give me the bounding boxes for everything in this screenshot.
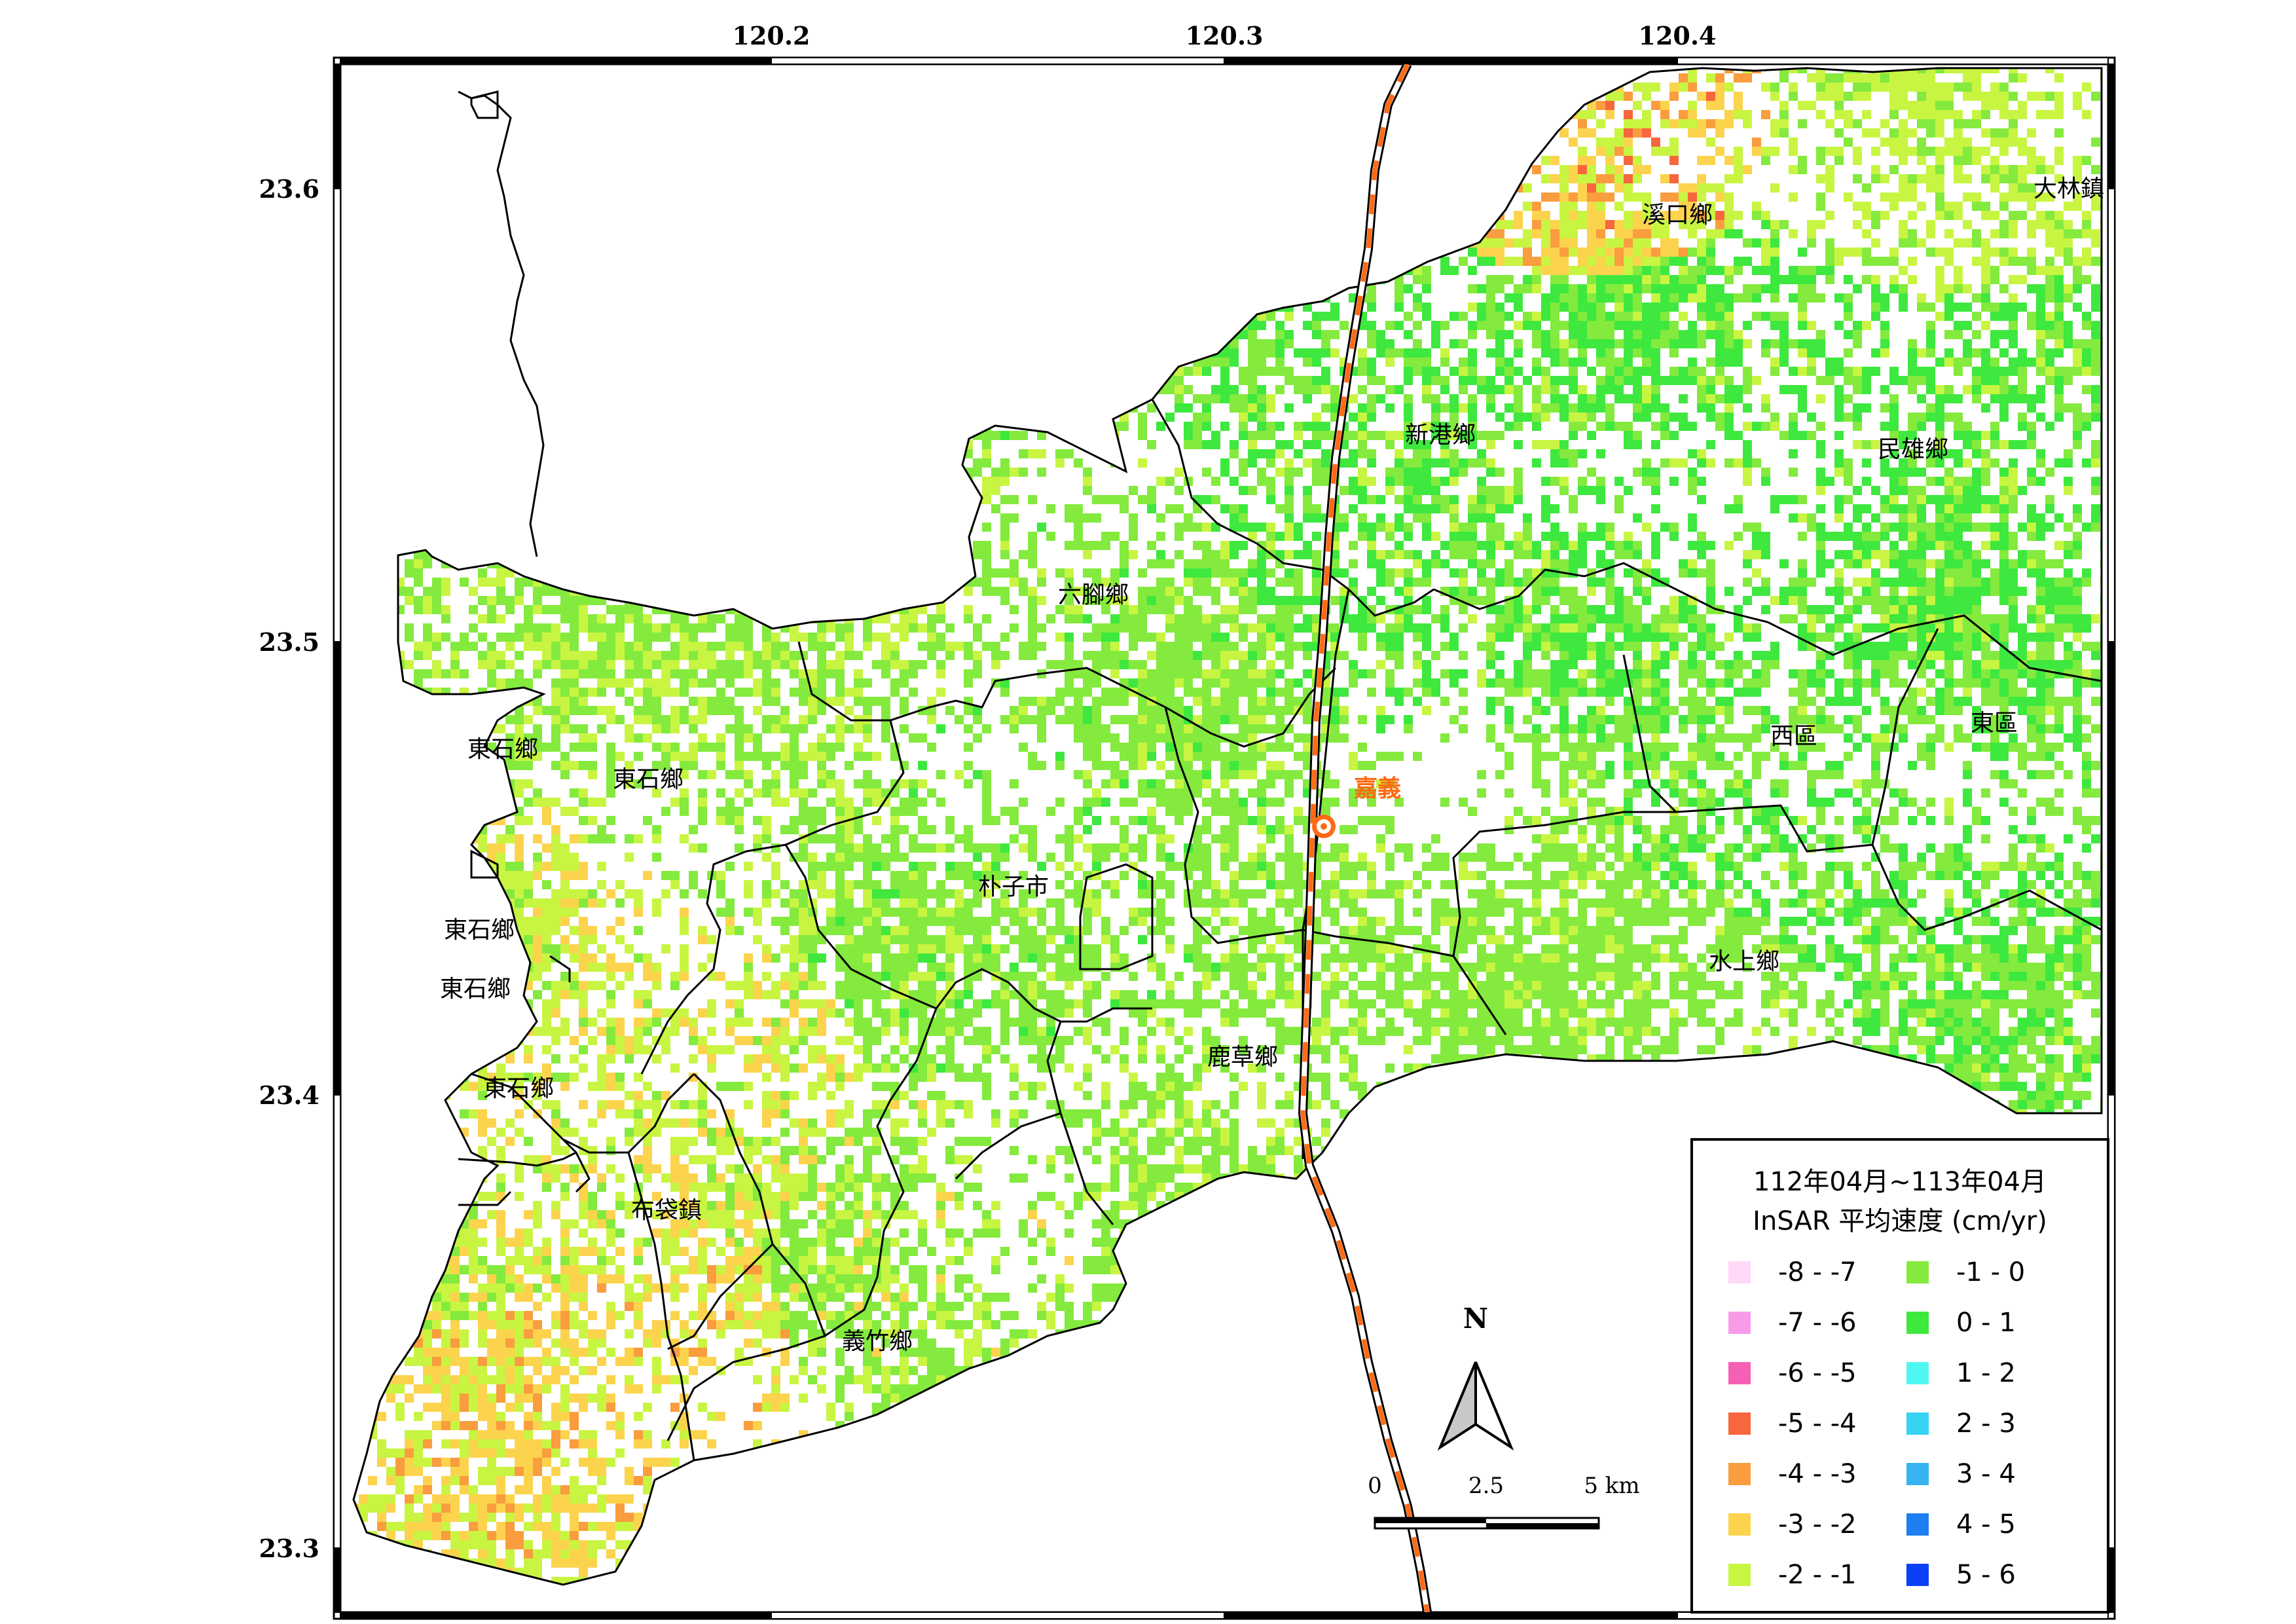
legend-label: -5 - -4	[1778, 1409, 1857, 1439]
scale-label: 5 km	[1584, 1473, 1639, 1499]
place-labels: 溪口鄉 大林鎮 新港鄉 民雄鄉 六腳鄉 東石鄉 東石鄉 西區 東區 朴子市 東石…	[440, 175, 2104, 1355]
place-label: 東石鄉	[467, 736, 538, 763]
legend-label: 2 - 3	[1956, 1409, 2016, 1439]
legend-label: -6 - -5	[1778, 1358, 1857, 1388]
place-label: 水上鄉	[1709, 948, 1779, 975]
legend-swatch	[1728, 1412, 1751, 1435]
x-tick-labels: 120.2 120.3 120.4	[733, 21, 1717, 50]
legend: 112年04月~113年04月 InSAR 平均速度 (cm/yr) -8 - …	[1690, 1138, 2109, 1614]
place-label: 鹿草鄉	[1207, 1044, 1278, 1071]
place-label: 東石鄉	[444, 917, 515, 944]
scale-label: 2.5	[1468, 1473, 1504, 1499]
legend-swatch	[1906, 1513, 1929, 1536]
coastline	[458, 90, 591, 1206]
legend-subtitle: InSAR 平均速度 (cm/yr)	[1753, 1206, 2047, 1236]
place-label: 東石鄉	[483, 1075, 554, 1102]
north-arrow: N	[1437, 1302, 1514, 1451]
scale-label: 0	[1368, 1473, 1382, 1499]
station-label: 嘉義	[1354, 775, 1401, 802]
scale-bar: 0 2.5 5 km	[1368, 1473, 1640, 1530]
legend-label: -2 - -1	[1778, 1560, 1857, 1590]
legend-swatch	[1728, 1312, 1751, 1334]
legend-label: -3 - -2	[1778, 1509, 1857, 1540]
legend-swatch	[1728, 1564, 1751, 1586]
legend-swatch	[1728, 1463, 1751, 1485]
place-label: 溪口鄉	[1642, 202, 1713, 229]
railway	[1298, 64, 1432, 1612]
station-marker	[1312, 815, 1336, 838]
place-label: 民雄鄉	[1878, 436, 1948, 463]
place-label: 六腳鄉	[1058, 581, 1129, 608]
place-label: 布袋鎮	[631, 1197, 702, 1224]
legend-label: 0 - 1	[1956, 1308, 2016, 1338]
legend-box	[1690, 1138, 2109, 1614]
legend-swatch	[1728, 1261, 1751, 1283]
legend-label: 3 - 4	[1956, 1459, 2016, 1489]
y-tick-labels: 23.6 23.5 23.4 23.3	[259, 174, 319, 1563]
legend-swatch	[1728, 1513, 1751, 1536]
legend-label: 4 - 5	[1956, 1509, 2016, 1540]
legend-label: 1 - 2	[1956, 1358, 2016, 1388]
x-tick-label: 120.3	[1186, 21, 1264, 50]
legend-swatch	[1906, 1463, 1929, 1485]
place-label: 東石鄉	[613, 766, 683, 793]
y-tick-label: 23.5	[259, 627, 319, 657]
place-label: 大林鎮	[2033, 175, 2104, 202]
legend-swatch	[1906, 1261, 1929, 1283]
place-label: 新港鄉	[1405, 422, 1476, 449]
y-tick-label: 23.6	[259, 174, 319, 204]
township-boundaries	[471, 399, 2102, 1461]
legend-swatch	[1906, 1412, 1929, 1435]
legend-label: -7 - -6	[1778, 1308, 1857, 1338]
x-tick-label: 120.2	[733, 21, 811, 50]
legend-swatch	[1906, 1362, 1929, 1384]
legend-title: 112年04月~113年04月	[1753, 1167, 2047, 1197]
legend-swatch	[1906, 1564, 1929, 1586]
place-label: 東石鄉	[440, 976, 511, 1003]
legend-label: -4 - -3	[1778, 1459, 1857, 1489]
legend-label: -8 - -7	[1778, 1257, 1857, 1287]
place-label: 朴子市	[978, 874, 1049, 900]
legend-label: -1 - 0	[1956, 1257, 2025, 1287]
legend-swatch	[1906, 1312, 1929, 1334]
frame-border-segments	[333, 57, 2115, 1619]
y-tick-label: 23.4	[259, 1080, 319, 1110]
legend-label: 5 - 6	[1956, 1560, 2016, 1590]
y-tick-label: 23.3	[259, 1534, 319, 1563]
place-label: 西區	[1770, 723, 1817, 750]
place-label: 義竹鄉	[842, 1328, 913, 1355]
x-tick-label: 120.4	[1639, 21, 1717, 50]
north-label: N	[1463, 1302, 1488, 1335]
legend-swatch	[1728, 1362, 1751, 1384]
place-label: 東區	[1971, 710, 2018, 737]
